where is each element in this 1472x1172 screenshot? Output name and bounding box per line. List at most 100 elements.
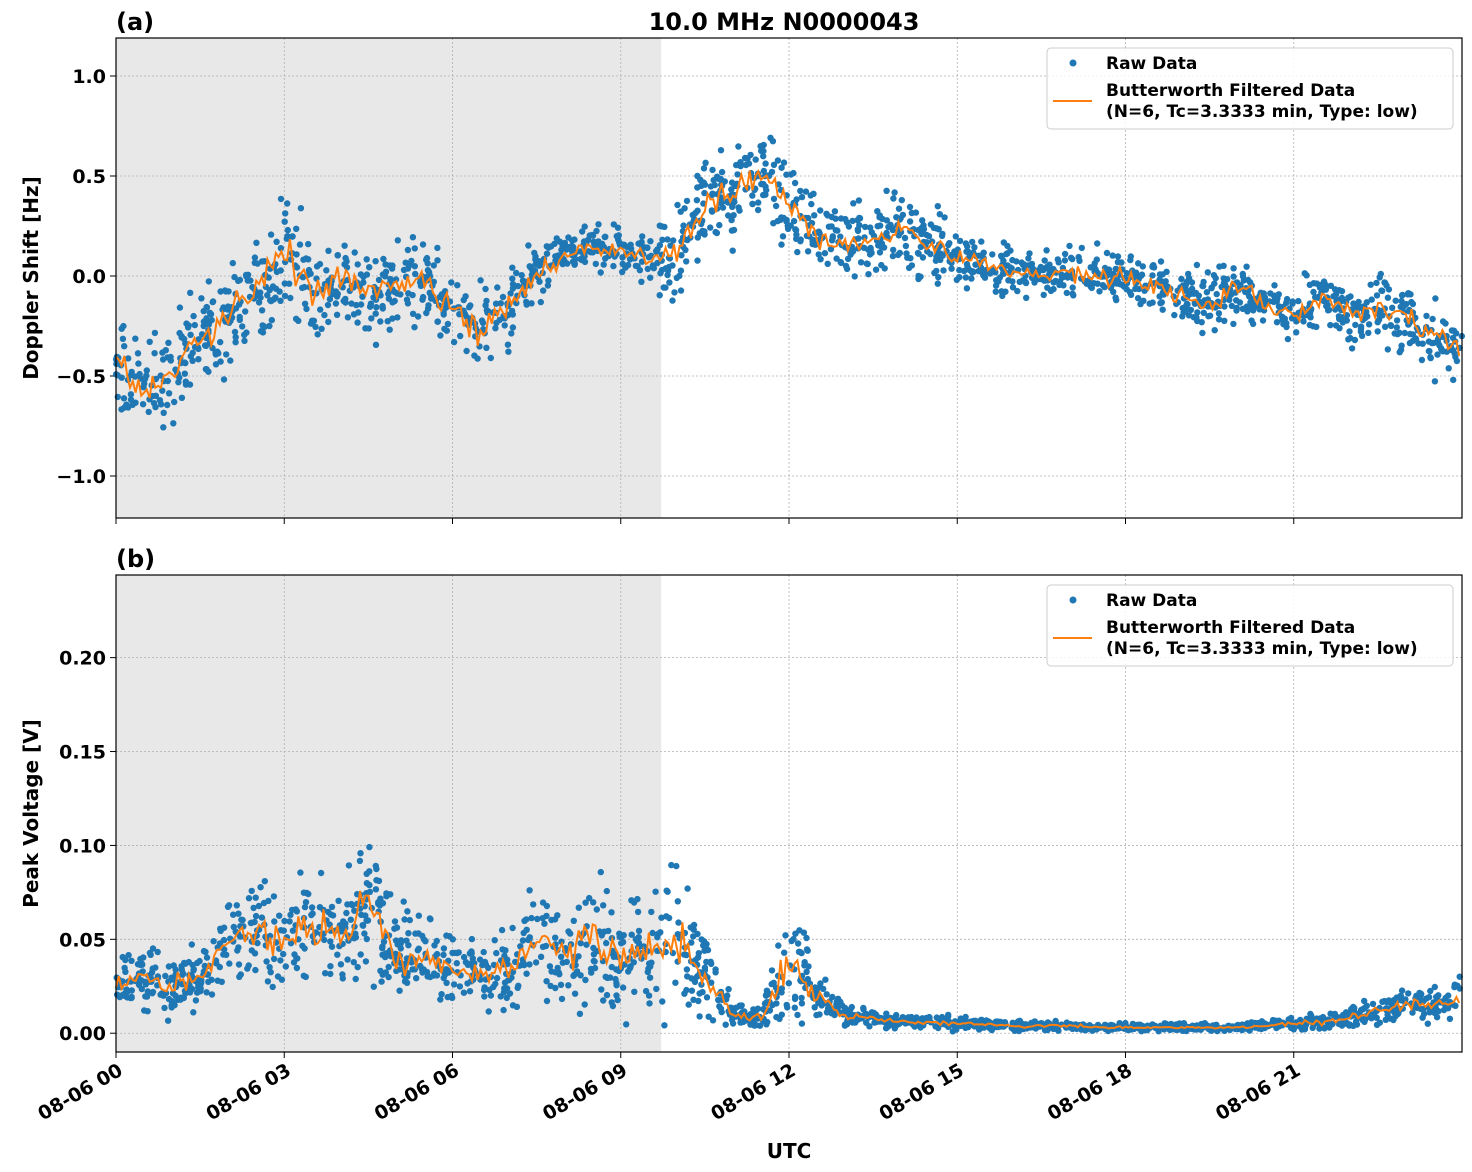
axes-frame xyxy=(115,37,1463,519)
raw-data-point xyxy=(1188,285,1196,292)
raw-data-point xyxy=(800,929,808,936)
raw-data-point xyxy=(251,950,259,957)
raw-data-point xyxy=(823,991,830,998)
raw-data-point xyxy=(963,285,971,292)
raw-data-point xyxy=(1132,285,1139,293)
raw-data-point xyxy=(532,959,540,966)
raw-data-point xyxy=(507,290,514,297)
raw-data-point xyxy=(263,958,270,965)
x-axis-label: UTC xyxy=(767,1139,812,1163)
raw-data-point xyxy=(998,252,1005,259)
raw-data-point xyxy=(1382,1016,1390,1023)
raw-data-point xyxy=(280,950,287,958)
raw-data-point xyxy=(662,265,669,272)
raw-data-point xyxy=(530,901,537,908)
raw-data-point xyxy=(1396,329,1403,336)
raw-data-point xyxy=(705,1013,712,1020)
raw-data-point xyxy=(335,897,342,904)
raw-data-point xyxy=(308,904,316,911)
raw-data-point xyxy=(760,153,767,160)
raw-data-point xyxy=(141,375,149,382)
raw-data-point xyxy=(125,952,132,959)
raw-data-point xyxy=(152,403,159,411)
raw-data-point xyxy=(293,964,301,972)
raw-data-point xyxy=(277,267,284,274)
raw-data-point xyxy=(221,287,229,294)
raw-data-point xyxy=(391,918,399,925)
raw-data-point xyxy=(208,991,216,998)
raw-data-point xyxy=(235,944,242,951)
raw-data-point xyxy=(770,195,778,203)
raw-data-point xyxy=(760,180,767,188)
raw-data-point xyxy=(400,898,407,905)
raw-data-point xyxy=(1061,257,1069,264)
raw-data-point xyxy=(735,143,742,150)
raw-data-point xyxy=(1215,316,1223,323)
raw-data-point xyxy=(683,197,691,205)
raw-data-point xyxy=(359,293,366,300)
raw-data-point xyxy=(653,985,660,993)
raw-data-point xyxy=(1236,299,1244,306)
raw-data-point xyxy=(648,908,655,916)
raw-data-point xyxy=(539,915,546,922)
raw-data-point xyxy=(1284,335,1292,343)
raw-data-point xyxy=(144,1008,151,1015)
raw-data-point xyxy=(277,297,284,304)
raw-data-point xyxy=(159,387,166,394)
raw-data-point xyxy=(425,302,432,309)
raw-data-point xyxy=(586,894,593,902)
raw-data-point xyxy=(351,249,358,256)
raw-data-point xyxy=(1420,1010,1428,1018)
raw-data-point xyxy=(857,259,865,266)
raw-data-point xyxy=(828,237,836,244)
raw-data-point xyxy=(1087,264,1094,271)
raw-data-point xyxy=(837,233,844,240)
raw-data-point xyxy=(841,1022,849,1029)
raw-data-point xyxy=(227,357,234,364)
raw-data-point xyxy=(1203,289,1211,296)
raw-data-point xyxy=(393,924,401,931)
raw-data-point xyxy=(674,201,681,209)
raw-data-point xyxy=(1047,267,1054,275)
raw-data-point xyxy=(724,992,731,999)
raw-data-point xyxy=(631,988,638,995)
raw-data-point xyxy=(251,918,258,926)
raw-data-point xyxy=(932,1023,939,1030)
raw-data-point xyxy=(389,315,396,322)
raw-data-point xyxy=(1041,1027,1049,1034)
raw-data-point xyxy=(718,168,726,176)
raw-data-point xyxy=(267,231,275,238)
raw-data-point xyxy=(1446,1015,1454,1022)
raw-data-point xyxy=(772,202,780,210)
raw-data-point xyxy=(903,250,910,257)
raw-data-point xyxy=(927,221,935,228)
raw-data-point xyxy=(203,954,211,961)
raw-data-point xyxy=(716,221,723,229)
raw-data-point xyxy=(523,926,530,933)
raw-data-point xyxy=(1256,306,1263,313)
raw-data-point xyxy=(299,274,307,281)
raw-data-point xyxy=(181,359,188,366)
raw-data-point xyxy=(261,878,268,885)
raw-data-point xyxy=(1309,1024,1316,1032)
raw-data-point xyxy=(688,987,696,994)
raw-data-point xyxy=(766,1007,774,1014)
raw-data-point xyxy=(457,332,464,340)
raw-data-point xyxy=(978,268,985,275)
raw-data-point xyxy=(717,199,724,207)
raw-data-point xyxy=(341,242,348,249)
raw-data-point xyxy=(1061,250,1069,258)
raw-data-point xyxy=(626,256,634,263)
raw-data-point xyxy=(785,980,792,987)
raw-data-point xyxy=(149,965,156,972)
raw-data-point xyxy=(902,242,910,250)
raw-data-point xyxy=(379,302,386,310)
raw-data-point xyxy=(1215,310,1223,317)
legend-raw-label: Raw Data xyxy=(1106,591,1197,611)
raw-data-point xyxy=(889,226,897,234)
raw-data-point xyxy=(590,899,597,906)
raw-data-point xyxy=(508,330,515,337)
raw-data-point xyxy=(1317,283,1325,291)
raw-data-point xyxy=(1112,294,1119,301)
raw-data-point xyxy=(118,406,125,413)
